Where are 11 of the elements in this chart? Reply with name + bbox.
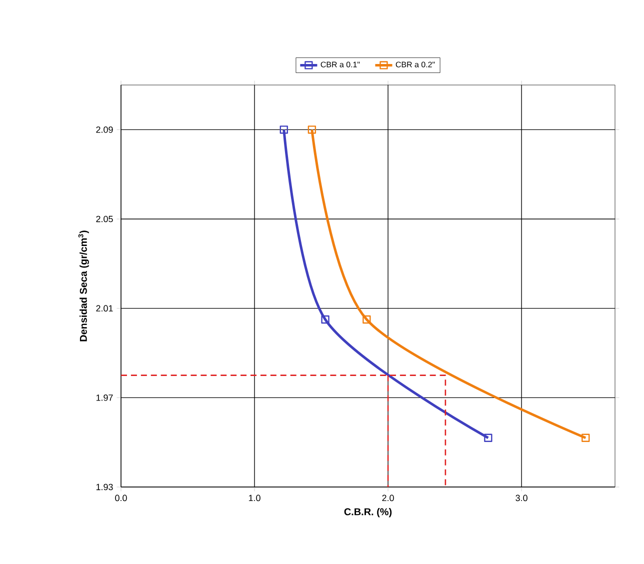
x-tick-label: 3.0 [516, 494, 528, 502]
x-axis-title: C.B.R. (%) [344, 508, 392, 518]
x-tick-label: 2.0 [382, 494, 394, 502]
y-axis-title: Densidad Seca (gr/cm$^{3}$) [78, 230, 89, 342]
x-tick-label: 0.0 [115, 494, 127, 502]
y-tick-label: 1.93 [96, 484, 113, 490]
x-tick-label: 1.0 [248, 494, 260, 502]
y-tick-label: 2.09 [96, 126, 113, 133]
y-tick-label: 2.01 [96, 305, 113, 312]
y-tick-label: 1.97 [96, 394, 113, 401]
y-tick-label: 2.05 [96, 216, 113, 222]
